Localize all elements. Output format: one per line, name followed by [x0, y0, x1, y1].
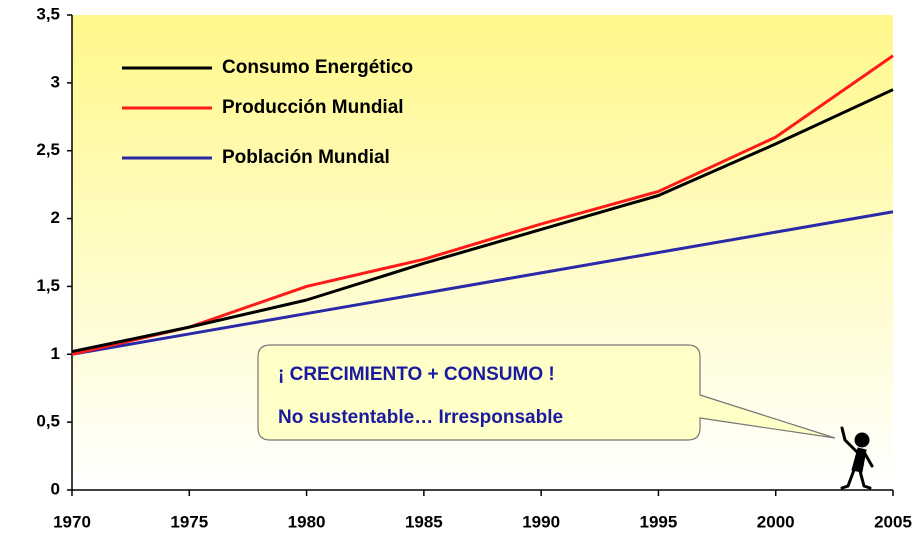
y-tick-label: 1,5 — [36, 276, 60, 295]
y-tick-label: 3 — [51, 72, 60, 91]
legend-label: Producción Mundial — [222, 97, 404, 118]
stick-figure — [840, 426, 874, 490]
y-tick-label: 2 — [51, 208, 60, 227]
y-tick-label: 0,5 — [36, 412, 60, 431]
x-tick-label: 1975 — [170, 512, 208, 531]
y-tick-label: 1 — [51, 344, 60, 363]
y-tick-label: 2,5 — [36, 140, 60, 159]
x-tick-label: 2005 — [874, 512, 912, 531]
series-line — [71, 210, 894, 356]
speech-bubble — [257, 344, 836, 441]
x-tick-label: 1970 — [53, 512, 91, 531]
x-tick-label: 2000 — [757, 512, 795, 531]
series-line — [71, 88, 894, 354]
annotation: ¡ CRECIMIENTO + CONSUMO ! — [278, 364, 555, 385]
x-tick-label: 1995 — [640, 512, 678, 531]
y-tick-label: 0 — [51, 479, 60, 498]
x-tick-label: 1985 — [405, 512, 443, 531]
series-line — [71, 54, 894, 356]
x-tick-label: 1980 — [288, 512, 326, 531]
y-tick-label: 3,5 — [36, 4, 60, 23]
x-tick-label: 1990 — [522, 512, 560, 531]
annotation: No sustentable… Irresponsable — [278, 407, 563, 428]
legend-label: Población Mundial — [222, 147, 390, 168]
legend-label: Consumo Energético — [222, 57, 413, 78]
